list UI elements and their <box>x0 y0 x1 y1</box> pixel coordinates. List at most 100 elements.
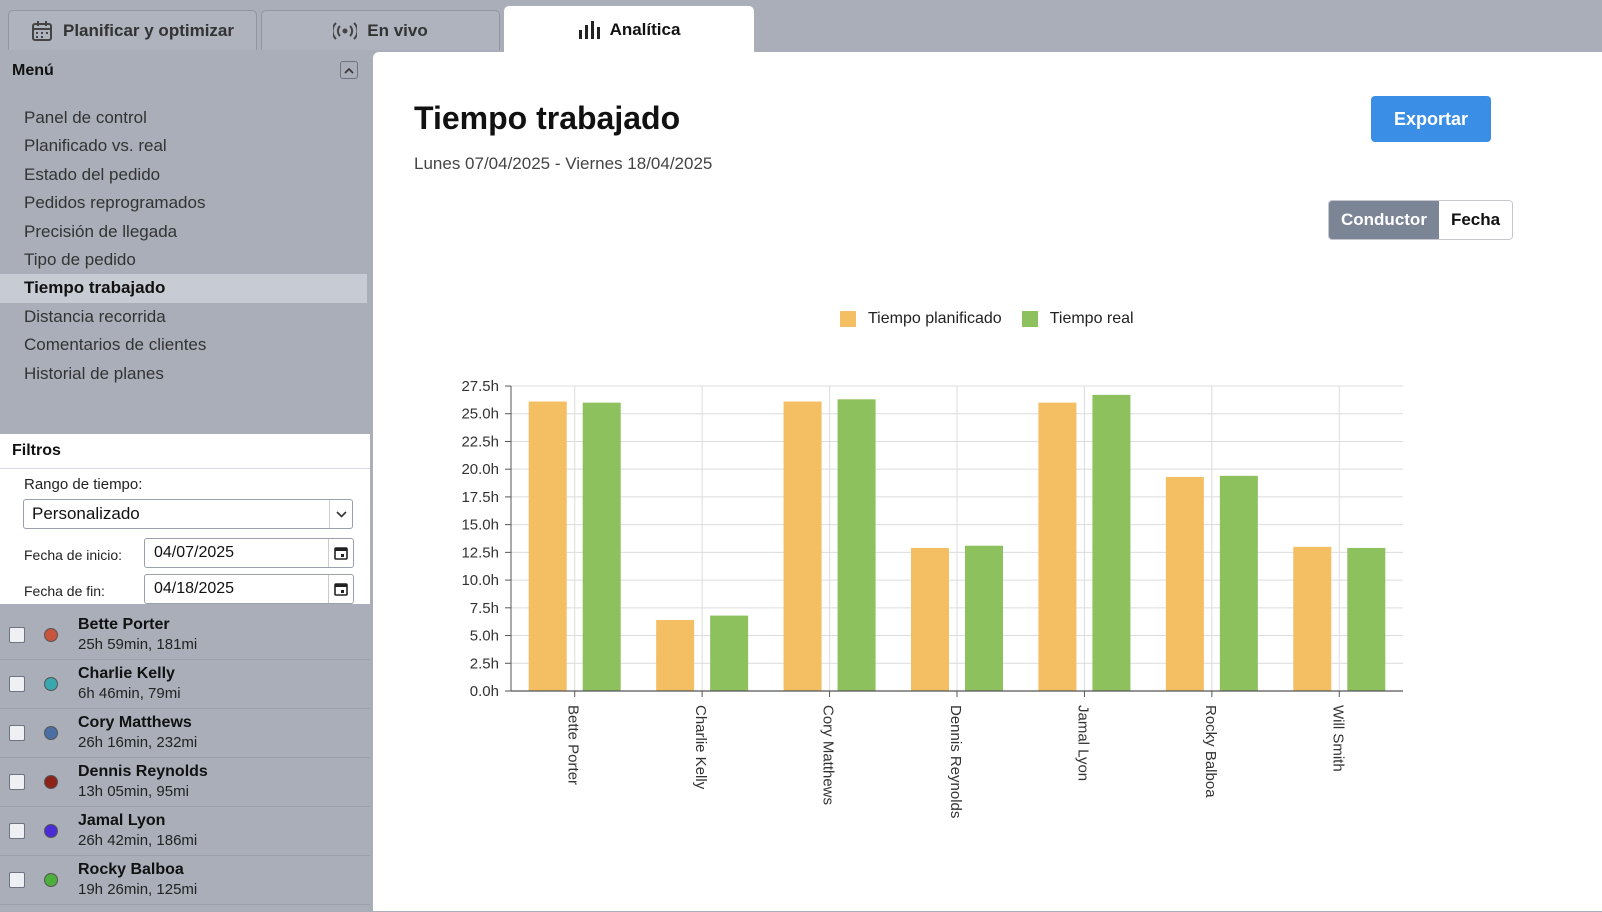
filters-panel: Filtros Rango de tiempo: Personalizado F… <box>0 434 370 604</box>
bar <box>837 399 876 691</box>
end-date-input[interactable]: 04/18/2025 <box>144 574 354 604</box>
bar <box>710 615 749 691</box>
driver-checkbox[interactable] <box>9 823 25 839</box>
driver-checkbox[interactable] <box>9 774 25 790</box>
group-by-toggle: Conductor Fecha <box>1328 200 1514 240</box>
tab-bar: Planificar y optimizar En vivo Analítica <box>0 0 1602 52</box>
driver-checkbox[interactable] <box>9 872 25 888</box>
driver-checkbox[interactable] <box>9 627 25 643</box>
driver-row[interactable]: Charlie Kelly 6h 46min, 79mi <box>0 661 370 709</box>
driver-row[interactable]: Rocky Balboa 19h 26min, 125mi <box>0 857 370 905</box>
calendar-icon[interactable] <box>328 539 353 567</box>
driver-color-dot <box>44 824 58 838</box>
page-title: Tiempo trabajado <box>414 100 681 136</box>
time-range-value: Personalizado <box>32 504 140 523</box>
menu-item-pedidos-reprogramados[interactable]: Pedidos reprogramados <box>24 193 206 213</box>
menu-item-distancia-recorrida[interactable]: Distancia recorrida <box>24 306 166 326</box>
menu-item-planificado-vs-real[interactable]: Planificado vs. real <box>24 136 167 156</box>
menu-panel: Menú Panel de control Planificado vs. re… <box>0 50 373 434</box>
driver-stats: 13h 05min, 95mi <box>78 783 189 800</box>
driver-row[interactable]: Dennis Reynolds 13h 05min, 95mi <box>0 759 370 807</box>
bar <box>1219 475 1258 691</box>
bar-chart-icon <box>578 20 600 40</box>
export-button[interactable]: Exportar <box>1371 96 1491 142</box>
driver-stats: 6h 46min, 79mi <box>78 685 181 702</box>
menu-item-precision-de-llegada[interactable]: Precisión de llegada <box>24 221 178 241</box>
bar <box>1293 546 1332 691</box>
live-broadcast-icon <box>333 21 358 40</box>
x-tick-label: Bette Porter <box>565 705 582 785</box>
legend-label: Tiempo planificado <box>868 310 1002 327</box>
time-range-label: Rango de tiempo: <box>24 476 143 493</box>
calendar-icon[interactable] <box>328 575 353 603</box>
menu-item-tiempo-trabajado[interactable]: Tiempo trabajado <box>0 274 367 303</box>
y-tick-label: 12.5h <box>461 544 499 561</box>
driver-name: Rocky Balboa <box>78 861 184 878</box>
driver-stats: 25h 59min, 181mi <box>78 636 198 653</box>
driver-color-dot <box>44 726 58 740</box>
driver-stats: 19h 26min, 125mi <box>78 881 198 898</box>
bar <box>911 547 949 691</box>
chart-legend: Tiempo planificado Tiempo real <box>840 310 1154 328</box>
tab-planificar[interactable]: Planificar y optimizar <box>8 10 257 50</box>
y-tick-label: 25.0h <box>461 406 499 423</box>
y-tick-label: 7.5h <box>470 600 499 617</box>
driver-row[interactable]: Jamal Lyon 26h 42min, 186mi <box>0 808 370 856</box>
end-date-label: Fecha de fin: <box>24 583 105 599</box>
tab-en-vivo[interactable]: En vivo <box>261 10 500 50</box>
time-range-select[interactable]: Personalizado <box>23 499 353 529</box>
driver-checkbox[interactable] <box>9 725 25 741</box>
legend-swatch <box>840 311 856 327</box>
y-tick-label: 0.0h <box>470 683 499 700</box>
legend-item[interactable]: Tiempo planificado <box>840 310 1002 328</box>
tab-analitica[interactable]: Analítica <box>504 6 754 52</box>
driver-stats: 26h 16min, 232mi <box>78 734 198 751</box>
bar <box>1092 394 1131 691</box>
start-date-input[interactable]: 04/07/2025 <box>144 538 354 568</box>
legend-item[interactable]: Tiempo real <box>1021 310 1134 328</box>
x-tick-label: Jamal Lyon <box>1074 705 1091 781</box>
driver-row[interactable]: Cory Matthews 26h 16min, 232mi <box>0 710 370 758</box>
calendar-icon <box>31 20 53 42</box>
menu-item-panel-de-control[interactable]: Panel de control <box>24 108 147 127</box>
bar <box>783 401 822 691</box>
end-date-value: 04/18/2025 <box>154 580 235 597</box>
bar <box>1347 547 1386 691</box>
y-tick-label: 20.0h <box>461 461 499 478</box>
start-date-label: Fecha de inicio: <box>24 547 123 563</box>
driver-name: Dennis Reynolds <box>78 763 208 780</box>
driver-name: Bette Porter <box>78 616 170 633</box>
menu-item-comentarios-de-clientes[interactable]: Comentarios de clientes <box>24 335 207 355</box>
bar <box>582 402 621 691</box>
driver-color-dot <box>44 775 58 789</box>
toggle-fecha[interactable]: Fecha <box>1438 201 1513 239</box>
bar <box>1038 402 1077 691</box>
bar <box>528 401 567 691</box>
x-tick-label: Dennis Reynolds <box>947 705 964 818</box>
bar <box>1165 476 1204 691</box>
main-content: Tiempo trabajado Lunes 07/04/2025 - Vier… <box>373 52 1602 911</box>
driver-name: Cory Matthews <box>78 714 192 731</box>
collapse-menu-button[interactable] <box>340 61 358 79</box>
driver-name: Jamal Lyon <box>78 812 166 829</box>
x-tick-label: Cory Matthews <box>820 705 837 805</box>
y-tick-label: 2.5h <box>470 655 499 672</box>
y-tick-label: 5.0h <box>470 628 499 645</box>
date-range-subtitle: Lunes 07/04/2025 - Viernes 18/04/2025 <box>414 154 713 173</box>
legend-swatch <box>1021 311 1038 327</box>
chevron-down-icon <box>329 500 352 528</box>
menu-item-tipo-de-pedido[interactable]: Tipo de pedido <box>24 249 136 269</box>
bar <box>656 620 695 691</box>
menu-item-estado-del-pedido[interactable]: Estado del pedido <box>24 164 161 184</box>
menu-item-historial-de-planes[interactable]: Historial de planes <box>24 363 164 383</box>
menu-title: Menú <box>12 62 54 79</box>
menu-list: Panel de control Planificado vs. real Es… <box>0 104 373 388</box>
tab-label: Analítica <box>609 19 681 39</box>
driver-checkbox[interactable] <box>9 676 25 692</box>
driver-name: Charlie Kelly <box>78 665 175 682</box>
driver-list: Bette Porter 25h 59min, 181mi Charlie Ke… <box>0 612 370 912</box>
driver-row[interactable]: Bette Porter 25h 59min, 181mi <box>0 612 370 660</box>
y-tick-label: 22.5h <box>461 433 499 450</box>
toggle-conductor[interactable]: Conductor <box>1329 201 1439 239</box>
driver-color-dot <box>44 628 58 642</box>
